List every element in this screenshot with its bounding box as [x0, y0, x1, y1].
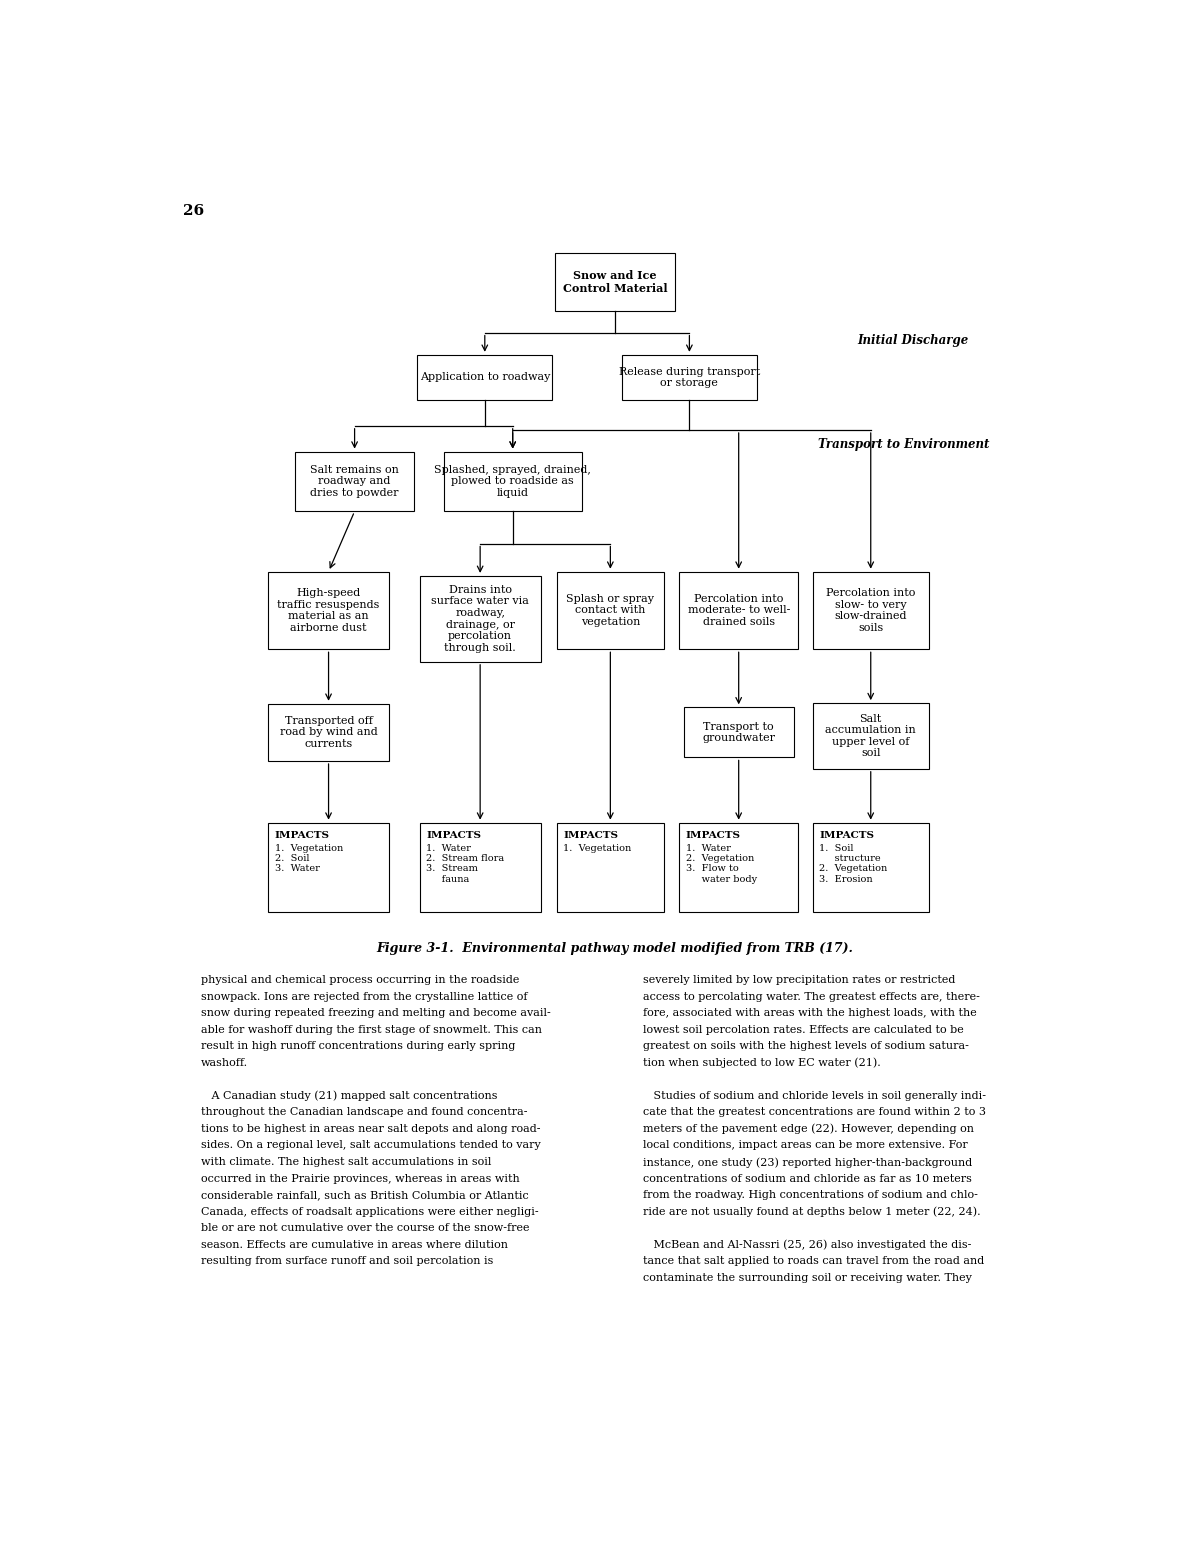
Text: greatest on soils with the highest levels of sodium satura-: greatest on soils with the highest level… — [643, 1041, 968, 1051]
Text: fore, associated with areas with the highest loads, with the: fore, associated with areas with the hig… — [643, 1009, 977, 1018]
Text: occurred in the Prairie provinces, whereas in areas with: occurred in the Prairie provinces, where… — [202, 1173, 520, 1184]
FancyBboxPatch shape — [295, 452, 414, 511]
Text: 1.  Water
2.  Vegetation
3.  Flow to
     water body: 1. Water 2. Vegetation 3. Flow to water … — [685, 844, 757, 883]
Text: IMPACTS: IMPACTS — [685, 830, 740, 840]
Text: 1.  Vegetation: 1. Vegetation — [563, 844, 631, 852]
Text: IMPACTS: IMPACTS — [426, 830, 481, 840]
Text: Salt remains on
roadway and
dries to powder: Salt remains on roadway and dries to pow… — [310, 464, 400, 498]
Text: severely limited by low precipitation rates or restricted: severely limited by low precipitation ra… — [643, 975, 955, 986]
Text: Transport to Environment: Transport to Environment — [817, 438, 989, 452]
Text: with climate. The highest salt accumulations in soil: with climate. The highest salt accumulat… — [202, 1158, 492, 1167]
Text: IMPACTS: IMPACTS — [820, 830, 874, 840]
Text: Snow and Ice
Control Material: Snow and Ice Control Material — [563, 270, 667, 293]
Text: Studies of sodium and chloride levels in soil generally indi-: Studies of sodium and chloride levels in… — [643, 1091, 986, 1100]
Text: concentrations of sodium and chloride as far as 10 meters: concentrations of sodium and chloride as… — [643, 1173, 972, 1184]
FancyBboxPatch shape — [622, 355, 757, 400]
Text: season. Effects are cumulative in areas where dilution: season. Effects are cumulative in areas … — [202, 1240, 508, 1249]
Text: contaminate the surrounding soil or receiving water. They: contaminate the surrounding soil or rece… — [643, 1273, 972, 1284]
Text: Drains into
surface water via
roadway,
drainage, or
percolation
through soil.: Drains into surface water via roadway, d… — [431, 585, 529, 653]
Text: Canada, effects of roadsalt applications were either negligi-: Canada, effects of roadsalt applications… — [202, 1207, 539, 1217]
Text: resulting from surface runoff and soil percolation is: resulting from surface runoff and soil p… — [202, 1256, 493, 1266]
Text: Splash or spray
contact with
vegetation: Splash or spray contact with vegetation — [566, 594, 654, 627]
Text: McBean and Al-Nassri (25, 26) also investigated the dis-: McBean and Al-Nassri (25, 26) also inves… — [643, 1240, 971, 1251]
Text: considerable rainfall, such as British Columbia or Atlantic: considerable rainfall, such as British C… — [202, 1190, 529, 1200]
FancyBboxPatch shape — [420, 576, 540, 661]
FancyBboxPatch shape — [679, 571, 798, 649]
Text: tance that salt applied to roads can travel from the road and: tance that salt applied to roads can tra… — [643, 1256, 984, 1266]
Text: Release during transport
or storage: Release during transport or storage — [619, 366, 760, 388]
Text: 1.  Soil
     structure
2.  Vegetation
3.  Erosion: 1. Soil structure 2. Vegetation 3. Erosi… — [820, 844, 887, 883]
Text: able for washoff during the first stage of snowmelt. This can: able for washoff during the first stage … — [202, 1024, 542, 1035]
Text: washoff.: washoff. — [202, 1058, 248, 1068]
Text: tions to be highest in areas near salt depots and along road-: tions to be highest in areas near salt d… — [202, 1124, 541, 1135]
FancyBboxPatch shape — [557, 823, 664, 913]
Text: cate that the greatest concentrations are found within 2 to 3: cate that the greatest concentrations ar… — [643, 1108, 986, 1117]
FancyBboxPatch shape — [268, 571, 389, 649]
Text: IMPACTS: IMPACTS — [563, 830, 618, 840]
Text: Initial Discharge: Initial Discharge — [857, 334, 968, 348]
Text: 1.  Water
2.  Stream flora
3.  Stream
     fauna: 1. Water 2. Stream flora 3. Stream fauna — [426, 844, 504, 883]
FancyBboxPatch shape — [268, 703, 389, 760]
Text: Percolation into
slow- to very
slow-drained
soils: Percolation into slow- to very slow-drai… — [826, 588, 916, 633]
FancyBboxPatch shape — [418, 355, 552, 400]
FancyBboxPatch shape — [812, 703, 929, 768]
FancyBboxPatch shape — [444, 452, 582, 511]
Text: local conditions, impact areas can be more extensive. For: local conditions, impact areas can be mo… — [643, 1141, 967, 1150]
Text: sides. On a regional level, salt accumulations tended to vary: sides. On a regional level, salt accumul… — [202, 1141, 541, 1150]
Text: Transport to
groundwater: Transport to groundwater — [702, 722, 775, 743]
Text: 26: 26 — [182, 205, 204, 219]
Text: IMPACTS: IMPACTS — [275, 830, 330, 840]
Text: Application to roadway: Application to roadway — [420, 372, 550, 382]
Text: A Canadian study (21) mapped salt concentrations: A Canadian study (21) mapped salt concen… — [202, 1091, 498, 1102]
Text: Percolation into
moderate- to well-
drained soils: Percolation into moderate- to well- drai… — [688, 594, 790, 627]
Text: High-speed
traffic resuspends
material as an
airborne dust: High-speed traffic resuspends material a… — [277, 588, 379, 633]
Text: from the roadway. High concentrations of sodium and chlo-: from the roadway. High concentrations of… — [643, 1190, 978, 1200]
Text: Figure 3-1.  Environmental pathway model modified from TRB (17).: Figure 3-1. Environmental pathway model … — [377, 942, 853, 954]
FancyBboxPatch shape — [684, 708, 793, 757]
Text: access to percolating water. The greatest effects are, there-: access to percolating water. The greates… — [643, 992, 979, 1001]
FancyBboxPatch shape — [268, 823, 389, 913]
FancyBboxPatch shape — [420, 823, 540, 913]
Text: ble or are not cumulative over the course of the snow-free: ble or are not cumulative over the cours… — [202, 1223, 529, 1234]
Text: tion when subjected to low EC water (21).: tion when subjected to low EC water (21)… — [643, 1058, 881, 1068]
FancyBboxPatch shape — [812, 823, 929, 913]
FancyBboxPatch shape — [679, 823, 798, 913]
Text: Salt
accumulation in
upper level of
soil: Salt accumulation in upper level of soil — [826, 714, 916, 759]
Text: physical and chemical process occurring in the roadside: physical and chemical process occurring … — [202, 975, 520, 986]
Text: snow during repeated freezing and melting and become avail-: snow during repeated freezing and meltin… — [202, 1009, 551, 1018]
FancyBboxPatch shape — [557, 571, 664, 649]
Text: snowpack. Ions are rejected from the crystalline lattice of: snowpack. Ions are rejected from the cry… — [202, 992, 528, 1001]
Text: Transported off
road by wind and
currents: Transported off road by wind and current… — [280, 715, 378, 750]
Text: 1.  Vegetation
2.  Soil
3.  Water: 1. Vegetation 2. Soil 3. Water — [275, 844, 343, 874]
Text: ride are not usually found at depths below 1 meter (22, 24).: ride are not usually found at depths bel… — [643, 1207, 980, 1217]
Text: result in high runoff concentrations during early spring: result in high runoff concentrations dur… — [202, 1041, 516, 1051]
Text: lowest soil percolation rates. Effects are calculated to be: lowest soil percolation rates. Effects a… — [643, 1024, 964, 1035]
Text: throughout the Canadian landscape and found concentra-: throughout the Canadian landscape and fo… — [202, 1108, 528, 1117]
Text: instance, one study (23) reported higher-than-background: instance, one study (23) reported higher… — [643, 1158, 972, 1167]
Text: Splashed, sprayed, drained,
plowed to roadside as
liquid: Splashed, sprayed, drained, plowed to ro… — [434, 464, 592, 498]
Text: meters of the pavement edge (22). However, depending on: meters of the pavement edge (22). Howeve… — [643, 1124, 974, 1135]
FancyBboxPatch shape — [554, 253, 676, 310]
FancyBboxPatch shape — [812, 571, 929, 649]
